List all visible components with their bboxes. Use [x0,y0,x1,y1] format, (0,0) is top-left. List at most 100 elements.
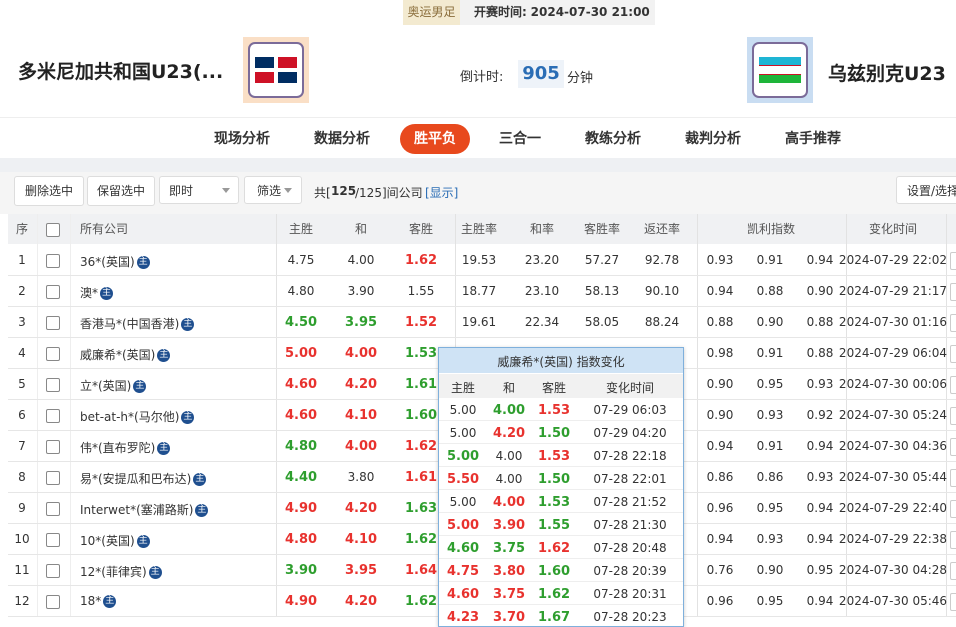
tab[interactable]: 高手推荐 [785,131,841,147]
popup-odds: 1.50 [537,472,571,487]
row-checkbox[interactable] [46,595,60,609]
kelly-value: 0.91 [756,346,784,360]
popup-odds: 4.20 [492,426,526,441]
column-header[interactable]: 所有公司 [80,222,129,236]
odds-value: 4.80 [284,532,318,547]
odds-value: 3.90 [284,563,318,578]
column-header[interactable]: 主胜率 [460,222,498,236]
filter-button[interactable]: 筛选 [244,176,302,204]
popup-odds: 3.80 [492,564,526,579]
away-team: 乌兹别克U23 [828,63,946,85]
popup-odds: 5.00 [446,449,480,464]
column-header[interactable]: 主胜 [288,222,314,236]
row-action[interactable] [950,593,956,611]
row-checkbox[interactable] [46,285,60,299]
column-header[interactable]: 客胜 [408,222,434,236]
kelly-value: 0.86 [756,470,784,484]
rate-value: 90.10 [644,284,680,298]
tab[interactable]: 胜平负 [400,124,470,154]
odds-value: 4.60 [284,377,318,392]
rate-value: 23.10 [524,284,560,298]
row-action[interactable] [950,283,956,301]
column-header[interactable]: 和 [354,222,368,236]
row-number: 4 [18,346,26,360]
row-number: 5 [18,377,26,391]
show-link[interactable]: [显示] [425,186,459,200]
popup-row-line [439,558,683,559]
row-checkbox[interactable] [46,471,60,485]
odds-value: 3.95 [344,563,378,578]
tab[interactable]: 裁判分析 [685,131,741,147]
column-header[interactable]: 和率 [529,222,555,236]
row-checkbox[interactable] [46,347,60,361]
popup-time: 07-28 20:39 [593,564,667,578]
row-number: 7 [18,439,26,453]
odds-value: 4.75 [287,253,315,267]
row-action[interactable] [950,314,956,332]
odds-value: 4.50 [284,315,318,330]
table-row [8,245,956,276]
row-action[interactable] [950,376,956,394]
row-number: 9 [18,501,26,515]
kelly-value: 0.94 [806,253,834,267]
odds-value: 4.20 [344,377,378,392]
column-divider [946,214,947,617]
row-number: 6 [18,408,26,422]
column-header[interactable]: 客胜率 [583,222,621,236]
row-action[interactable] [950,500,956,518]
popup-row-line [439,535,683,536]
row-checkbox[interactable] [46,502,60,516]
popup-time: 07-28 21:52 [593,495,667,509]
popup-row-line [439,420,683,421]
tab[interactable]: 教练分析 [585,131,641,147]
odds-value: 1.62 [404,439,438,454]
mode-select[interactable]: 即时 [159,176,239,204]
tab[interactable]: 三合一 [499,131,541,147]
column-header[interactable]: 变化时间 [868,222,918,236]
column-header[interactable]: 返还率 [643,222,681,236]
odds-popup: 威廉希*(英国) 指数变化 主胜 和 客胜 变化时间 5.00 4.00 1.53 07-29 … [438,347,684,627]
rate-value: 88.24 [644,315,680,329]
row-action[interactable] [950,407,956,425]
kelly-value: 0.93 [706,253,734,267]
popup-odds: 1.62 [537,587,571,602]
main-badge: 主 [181,318,195,331]
row-checkbox[interactable] [46,316,60,330]
kelly-value: 0.88 [706,315,734,329]
row-action[interactable] [950,438,956,456]
popup-odds: 5.50 [446,472,480,487]
row-action[interactable] [950,562,956,580]
row-action[interactable] [950,469,956,487]
row-action[interactable] [950,252,956,270]
row-checkbox[interactable] [46,378,60,392]
home-team: 多米尼加共和国U23(... [18,61,224,83]
header-checkbox[interactable] [46,223,60,237]
row-action[interactable] [950,531,956,549]
count-shown: 125 [331,184,357,198]
main-badge: 主 [181,411,195,424]
row-checkbox[interactable] [46,254,60,268]
kelly-value: 0.98 [706,346,734,360]
kelly-value: 0.96 [706,594,734,608]
row-checkbox[interactable] [46,564,60,578]
popup-odds: 3.70 [492,610,526,625]
popup-time: 07-29 04:20 [593,426,667,440]
league-badge: 奥运男足 [403,0,460,25]
toolbar-button[interactable]: 保留选中 [87,176,155,206]
row-checkbox[interactable] [46,409,60,423]
toolbar-button[interactable]: 删除选中 [14,176,84,206]
company-name: 易*(安提瓜和巴布达) 主 [80,472,207,486]
popup-row-line [439,466,683,467]
popup-column: 主胜 [450,381,476,395]
odds-value: 4.00 [347,253,375,267]
settings-button[interactable]: 设置/选择 [896,176,956,204]
row-checkbox[interactable] [46,440,60,454]
odds-value: 5.00 [284,346,318,361]
popup-time: 07-28 22:18 [593,449,667,463]
tab[interactable]: 现场分析 [214,131,270,147]
odds-value: 4.40 [284,470,318,485]
tab[interactable]: 数据分析 [314,131,370,147]
row-checkbox[interactable] [46,533,60,547]
row-action[interactable] [950,345,956,363]
kelly-value: 0.94 [706,439,734,453]
